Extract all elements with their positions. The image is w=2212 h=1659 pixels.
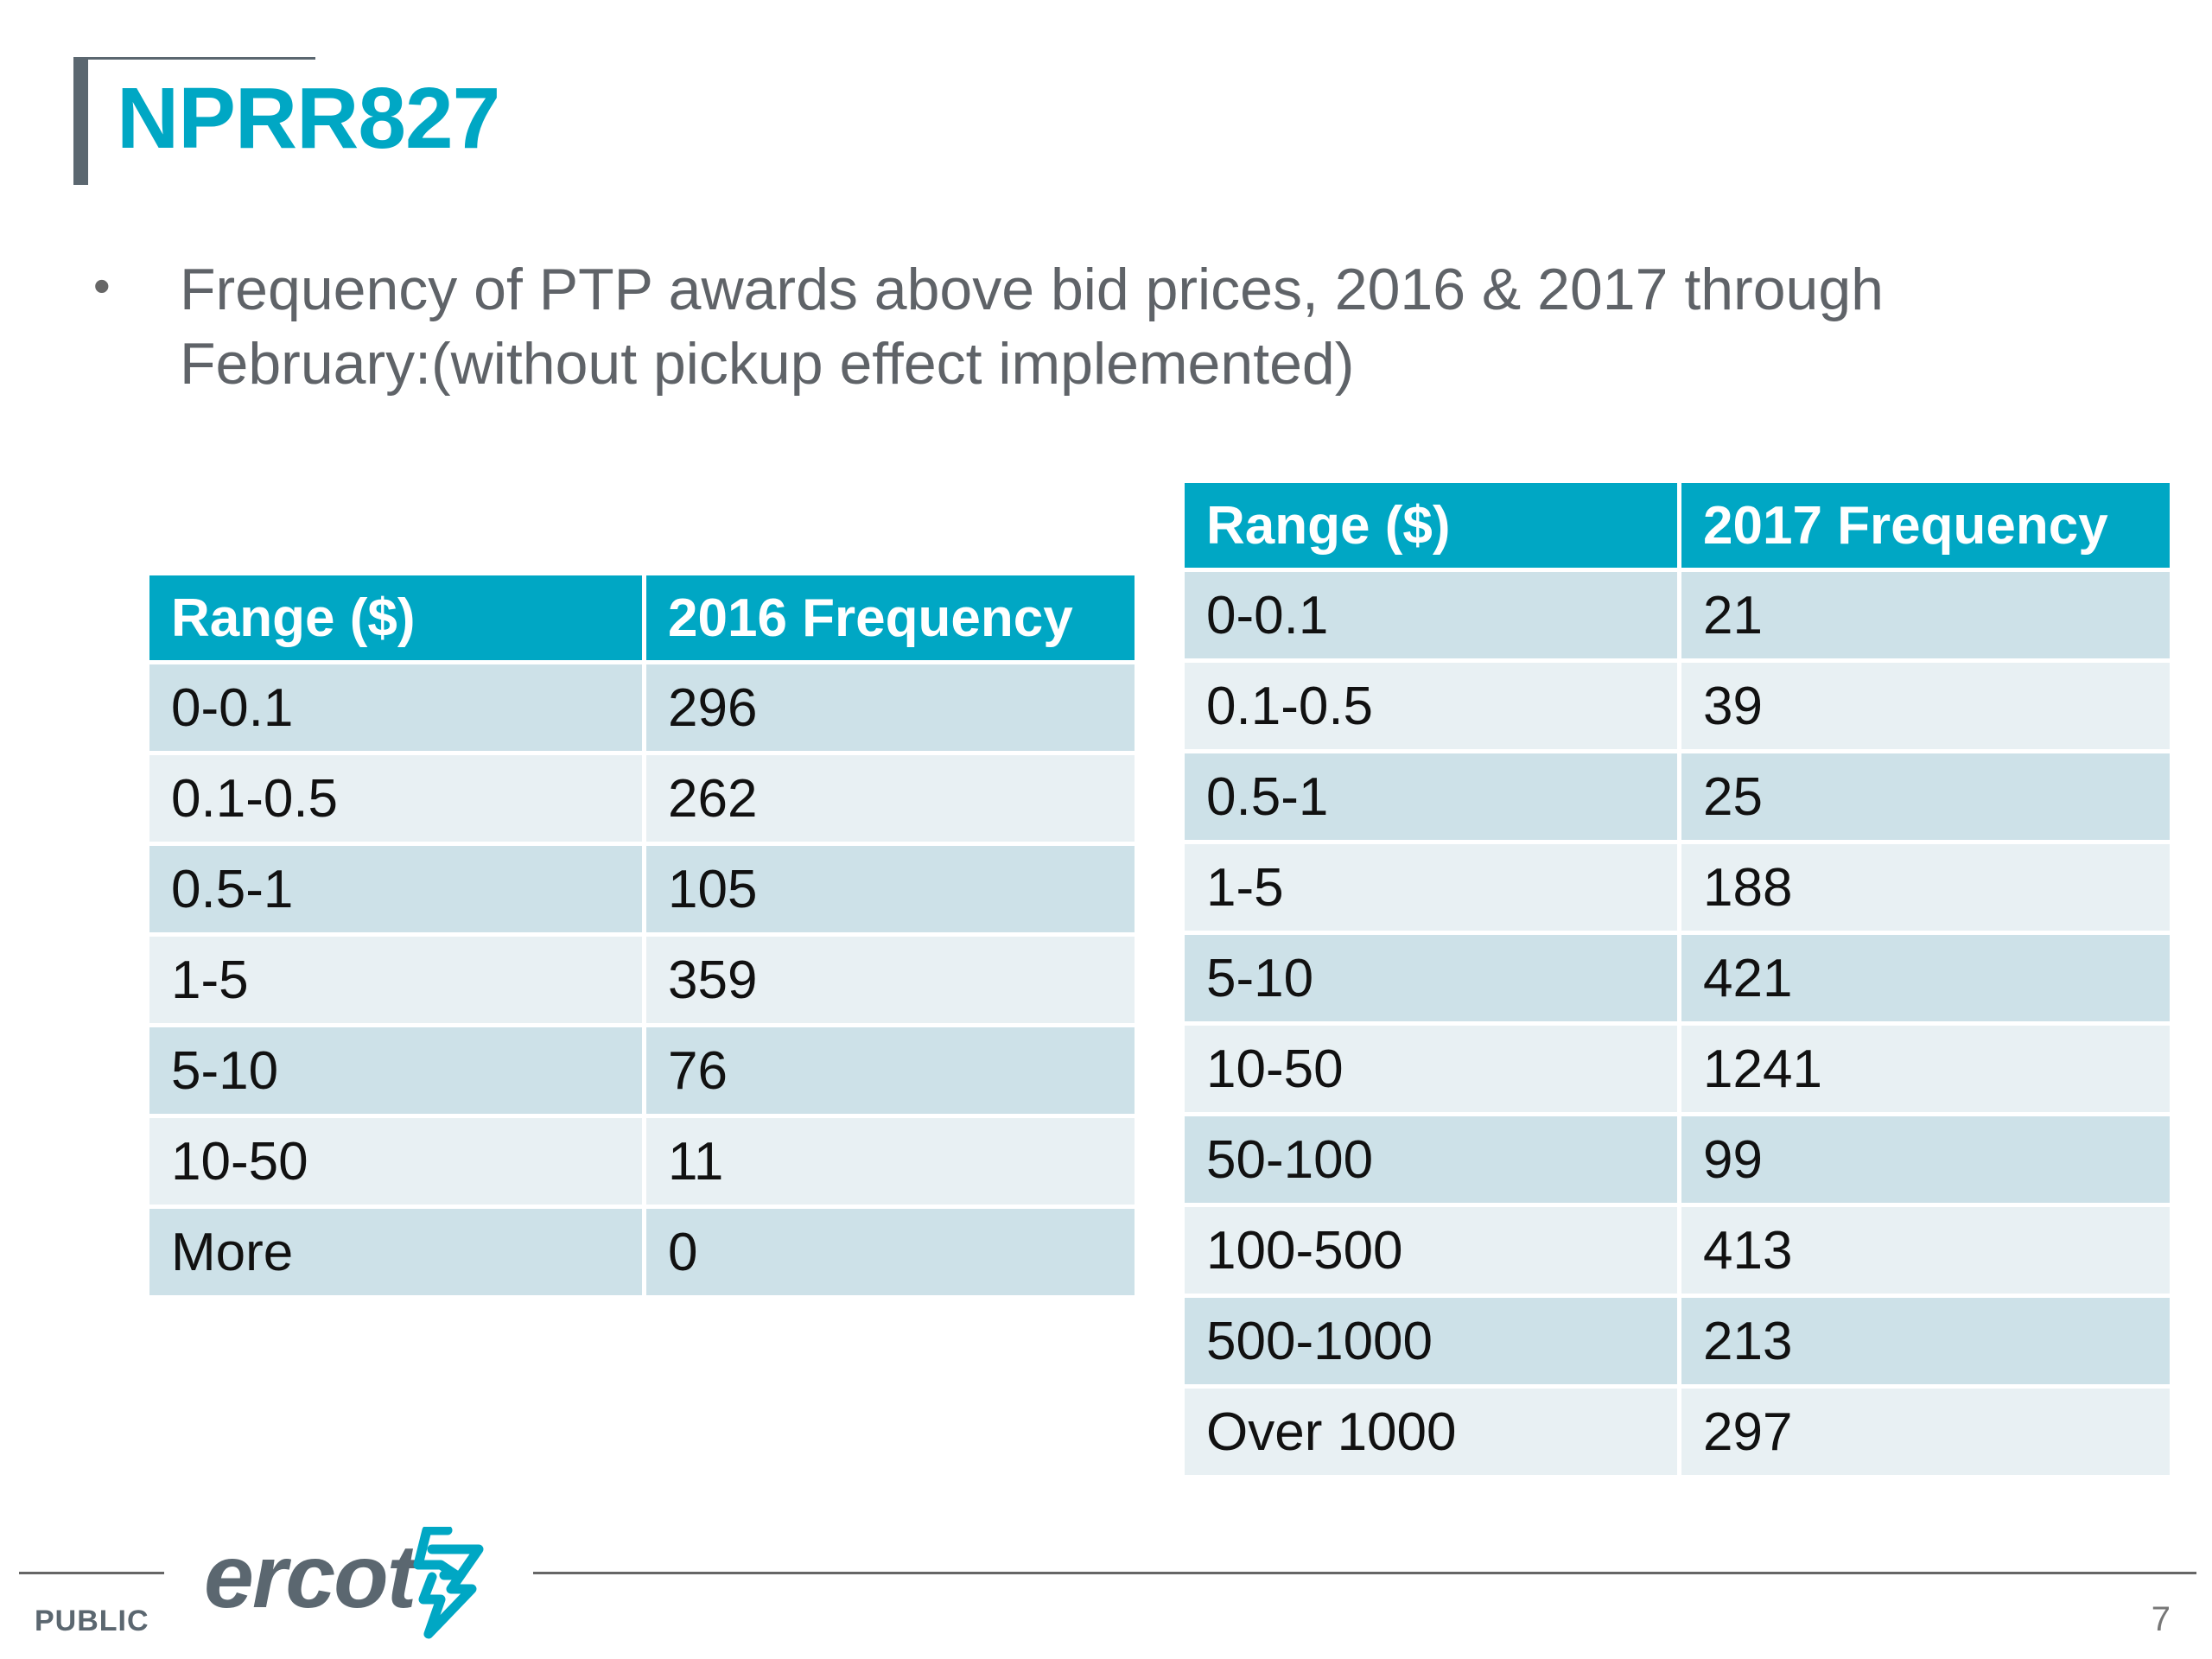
frequency-table-2016: Range ($) 2016 Frequency 0-0.1 296 0.1-0.… <box>149 571 1135 1300</box>
table-row: 5-10 76 <box>149 1027 1135 1114</box>
table-row: 0.5-1 105 <box>149 846 1135 932</box>
range-cell: More <box>149 1209 642 1295</box>
frequency-cell: 105 <box>642 846 1135 932</box>
range-cell: 10-50 <box>149 1118 642 1205</box>
range-cell: 0.1-0.5 <box>149 755 642 842</box>
logo-wordmark: ercot <box>204 1527 416 1627</box>
range-cell: 500-1000 <box>1185 1298 1677 1384</box>
column-header-frequency: 2017 Frequency <box>1677 483 2170 568</box>
frequency-cell: 213 <box>1677 1298 2170 1384</box>
frequency-table-2017: Range ($) 2017 Frequency 0-0.1 21 0.1-0.5… <box>1185 479 2170 1479</box>
frequency-cell: 1241 <box>1677 1026 2170 1112</box>
table-row: More 0 <box>149 1209 1135 1295</box>
range-cell: 5-10 <box>1185 935 1677 1021</box>
classification-label: PUBLIC <box>35 1605 149 1637</box>
ercot-logo: ercot <box>204 1516 484 1639</box>
bullet-line-2: February:(without pickup effect implemen… <box>180 331 1355 397</box>
frequency-cell: 0 <box>642 1209 1135 1295</box>
range-cell: 0.5-1 <box>1185 753 1677 840</box>
bullet-text: Frequency of PTP awards above bid prices… <box>180 252 2081 401</box>
frequency-cell: 413 <box>1677 1207 2170 1294</box>
range-cell: 5-10 <box>149 1027 642 1114</box>
range-cell: Over 1000 <box>1185 1389 1677 1475</box>
range-cell: 0-0.1 <box>149 664 642 751</box>
footer-divider-left <box>19 1572 164 1574</box>
frequency-cell: 296 <box>642 664 1135 751</box>
column-header-range: Range ($) <box>149 575 642 660</box>
frequency-cell: 76 <box>642 1027 1135 1114</box>
table-row: 0-0.1 21 <box>1185 572 2170 658</box>
bullet-icon: • <box>93 258 111 313</box>
frequency-cell: 99 <box>1677 1116 2170 1203</box>
ercot-lightning-mark-icon <box>413 1527 484 1639</box>
table-row: Over 1000 297 <box>1185 1389 2170 1475</box>
bullet-line-1: Frequency of PTP awards above bid prices… <box>180 257 1884 322</box>
frequency-cell: 421 <box>1677 935 2170 1021</box>
frequency-cell: 359 <box>642 937 1135 1023</box>
footer-divider-right <box>533 1572 2196 1574</box>
table-row: 10-50 11 <box>149 1118 1135 1205</box>
table-header-row: Range ($) 2016 Frequency <box>149 575 1135 660</box>
frequency-cell: 297 <box>1677 1389 2170 1475</box>
table-row: 100-500 413 <box>1185 1207 2170 1294</box>
table-row: 1-5 359 <box>149 937 1135 1023</box>
frequency-cell: 39 <box>1677 663 2170 749</box>
table-row: 0-0.1 296 <box>149 664 1135 751</box>
range-cell: 50-100 <box>1185 1116 1677 1203</box>
range-cell: 0-0.1 <box>1185 572 1677 658</box>
column-header-range: Range ($) <box>1185 483 1677 568</box>
frequency-cell: 25 <box>1677 753 2170 840</box>
column-header-frequency: 2016 Frequency <box>642 575 1135 660</box>
table-header-row: Range ($) 2017 Frequency <box>1185 483 2170 568</box>
range-cell: 0.5-1 <box>149 846 642 932</box>
table-row: 5-10 421 <box>1185 935 2170 1021</box>
range-cell: 1-5 <box>149 937 642 1023</box>
frequency-cell: 262 <box>642 755 1135 842</box>
frequency-cell: 11 <box>642 1118 1135 1205</box>
range-cell: 0.1-0.5 <box>1185 663 1677 749</box>
range-cell: 10-50 <box>1185 1026 1677 1112</box>
range-cell: 100-500 <box>1185 1207 1677 1294</box>
slide-title: NPRR827 <box>117 70 500 167</box>
table-row: 10-50 1241 <box>1185 1026 2170 1112</box>
table-row: 0.5-1 25 <box>1185 753 2170 840</box>
range-cell: 1-5 <box>1185 844 1677 931</box>
table-row: 0.1-0.5 39 <box>1185 663 2170 749</box>
frequency-cell: 21 <box>1677 572 2170 658</box>
frequency-cell: 188 <box>1677 844 2170 931</box>
table-row: 0.1-0.5 262 <box>149 755 1135 842</box>
table-row: 50-100 99 <box>1185 1116 2170 1203</box>
page-number: 7 <box>2151 1600 2171 1638</box>
table-row: 500-1000 213 <box>1185 1298 2170 1384</box>
table-row: 1-5 188 <box>1185 844 2170 931</box>
